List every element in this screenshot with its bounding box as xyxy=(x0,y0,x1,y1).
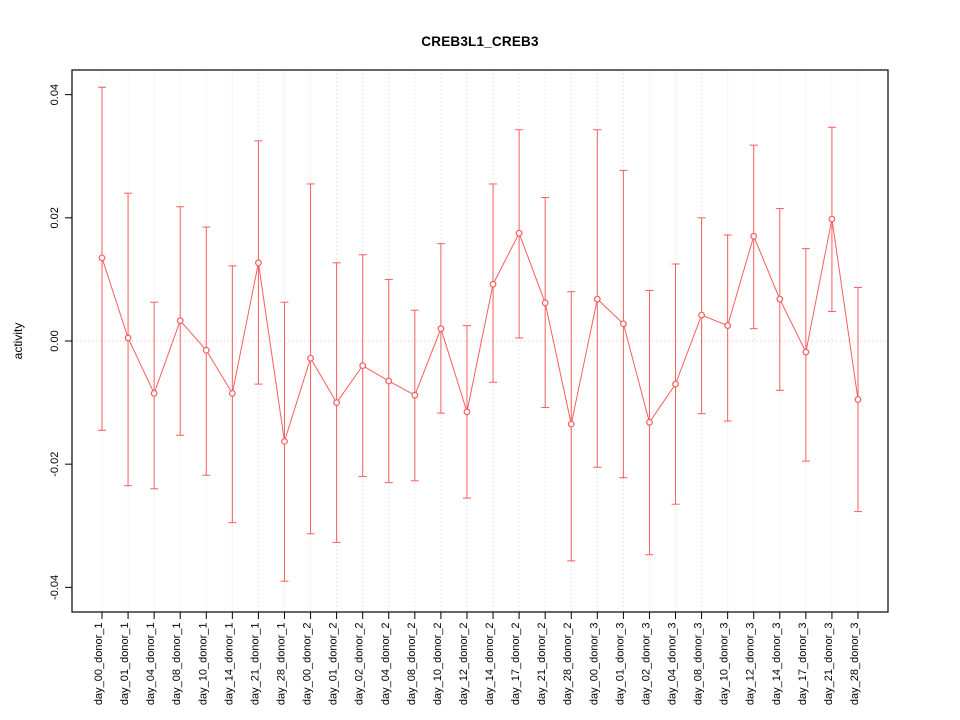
data-point xyxy=(646,418,653,426)
x-tick-label: day_14_donor_2 xyxy=(484,623,496,706)
x-tick-label: day_00_donor_1 xyxy=(93,623,105,706)
data-point xyxy=(672,380,679,388)
data-point xyxy=(515,229,523,237)
x-tick-label: day_28_donor_2 xyxy=(562,623,574,706)
data-point xyxy=(698,311,705,319)
x-tick-label: day_28_donor_1 xyxy=(275,623,287,706)
x-tick-label: day_08_donor_1 xyxy=(171,623,183,706)
chart-title: CREB3L1_CREB3 xyxy=(421,34,539,49)
data-point xyxy=(124,334,132,342)
x-tick-label: day_17_donor_3 xyxy=(797,623,809,706)
x-tick-label: day_14_donor_1 xyxy=(223,623,235,706)
data-point xyxy=(281,437,288,445)
data-point xyxy=(463,408,471,416)
data-point xyxy=(750,232,758,240)
x-tick-label: day_10_donor_2 xyxy=(432,623,444,706)
data-point xyxy=(828,215,836,223)
x-tick-label: day_12_donor_3 xyxy=(745,623,757,706)
y-tick-label: 0.00 xyxy=(49,330,61,351)
x-tick-label: day_02_donor_3 xyxy=(640,623,652,706)
data-point xyxy=(255,259,262,267)
data-point xyxy=(724,322,732,330)
data-point xyxy=(802,348,810,356)
y-tick-label: -0.04 xyxy=(49,575,61,600)
x-tick-label: day_04_donor_2 xyxy=(380,623,392,706)
data-point xyxy=(385,377,393,385)
x-tick-label: day_17_donor_2 xyxy=(510,623,522,706)
data-point xyxy=(176,317,184,325)
data-point xyxy=(98,254,106,262)
data-point xyxy=(489,280,497,288)
x-tick-label: day_08_donor_2 xyxy=(406,623,418,706)
x-tick-label: day_01_donor_2 xyxy=(328,623,340,706)
y-tick-label: 0.04 xyxy=(49,84,61,105)
x-tick-label: day_10_donor_3 xyxy=(719,623,731,706)
data-point xyxy=(307,354,314,362)
data-point xyxy=(776,295,784,303)
x-tick-label: day_00_donor_2 xyxy=(302,623,314,706)
data-point xyxy=(228,389,236,397)
data-point xyxy=(202,346,210,354)
series-line xyxy=(101,218,859,442)
data-point xyxy=(437,325,445,333)
y-tick-label: 0.02 xyxy=(49,207,61,228)
data-point xyxy=(854,396,862,403)
x-tick-label: day_00_donor_3 xyxy=(588,623,600,706)
x-tick-label: day_04_donor_1 xyxy=(145,623,157,706)
data-point xyxy=(567,420,575,428)
x-tick-label: day_21_donor_2 xyxy=(536,623,548,706)
data-point xyxy=(593,295,601,303)
x-tick-label: day_04_donor_3 xyxy=(667,623,679,706)
x-tick-label: day_21_donor_1 xyxy=(249,623,261,706)
x-tick-label: day_14_donor_3 xyxy=(771,623,783,706)
data-point xyxy=(333,399,341,406)
data-point xyxy=(411,391,419,399)
data-point xyxy=(150,389,158,397)
x-tick-label: day_21_donor_3 xyxy=(823,623,835,706)
data-point xyxy=(619,320,627,328)
x-tick-label: day_12_donor_2 xyxy=(458,623,470,706)
x-tick-label: day_02_donor_2 xyxy=(354,623,366,706)
x-tick-label: day_28_donor_3 xyxy=(849,623,861,706)
y-tick-label: -0.02 xyxy=(49,452,61,477)
x-tick-label: day_08_donor_3 xyxy=(693,623,705,706)
data-point xyxy=(541,299,549,307)
data-point xyxy=(359,362,367,370)
x-tick-label: day_01_donor_1 xyxy=(119,623,131,706)
x-tick-label: day_10_donor_1 xyxy=(197,623,209,706)
x-tick-label: day_01_donor_3 xyxy=(614,623,626,706)
